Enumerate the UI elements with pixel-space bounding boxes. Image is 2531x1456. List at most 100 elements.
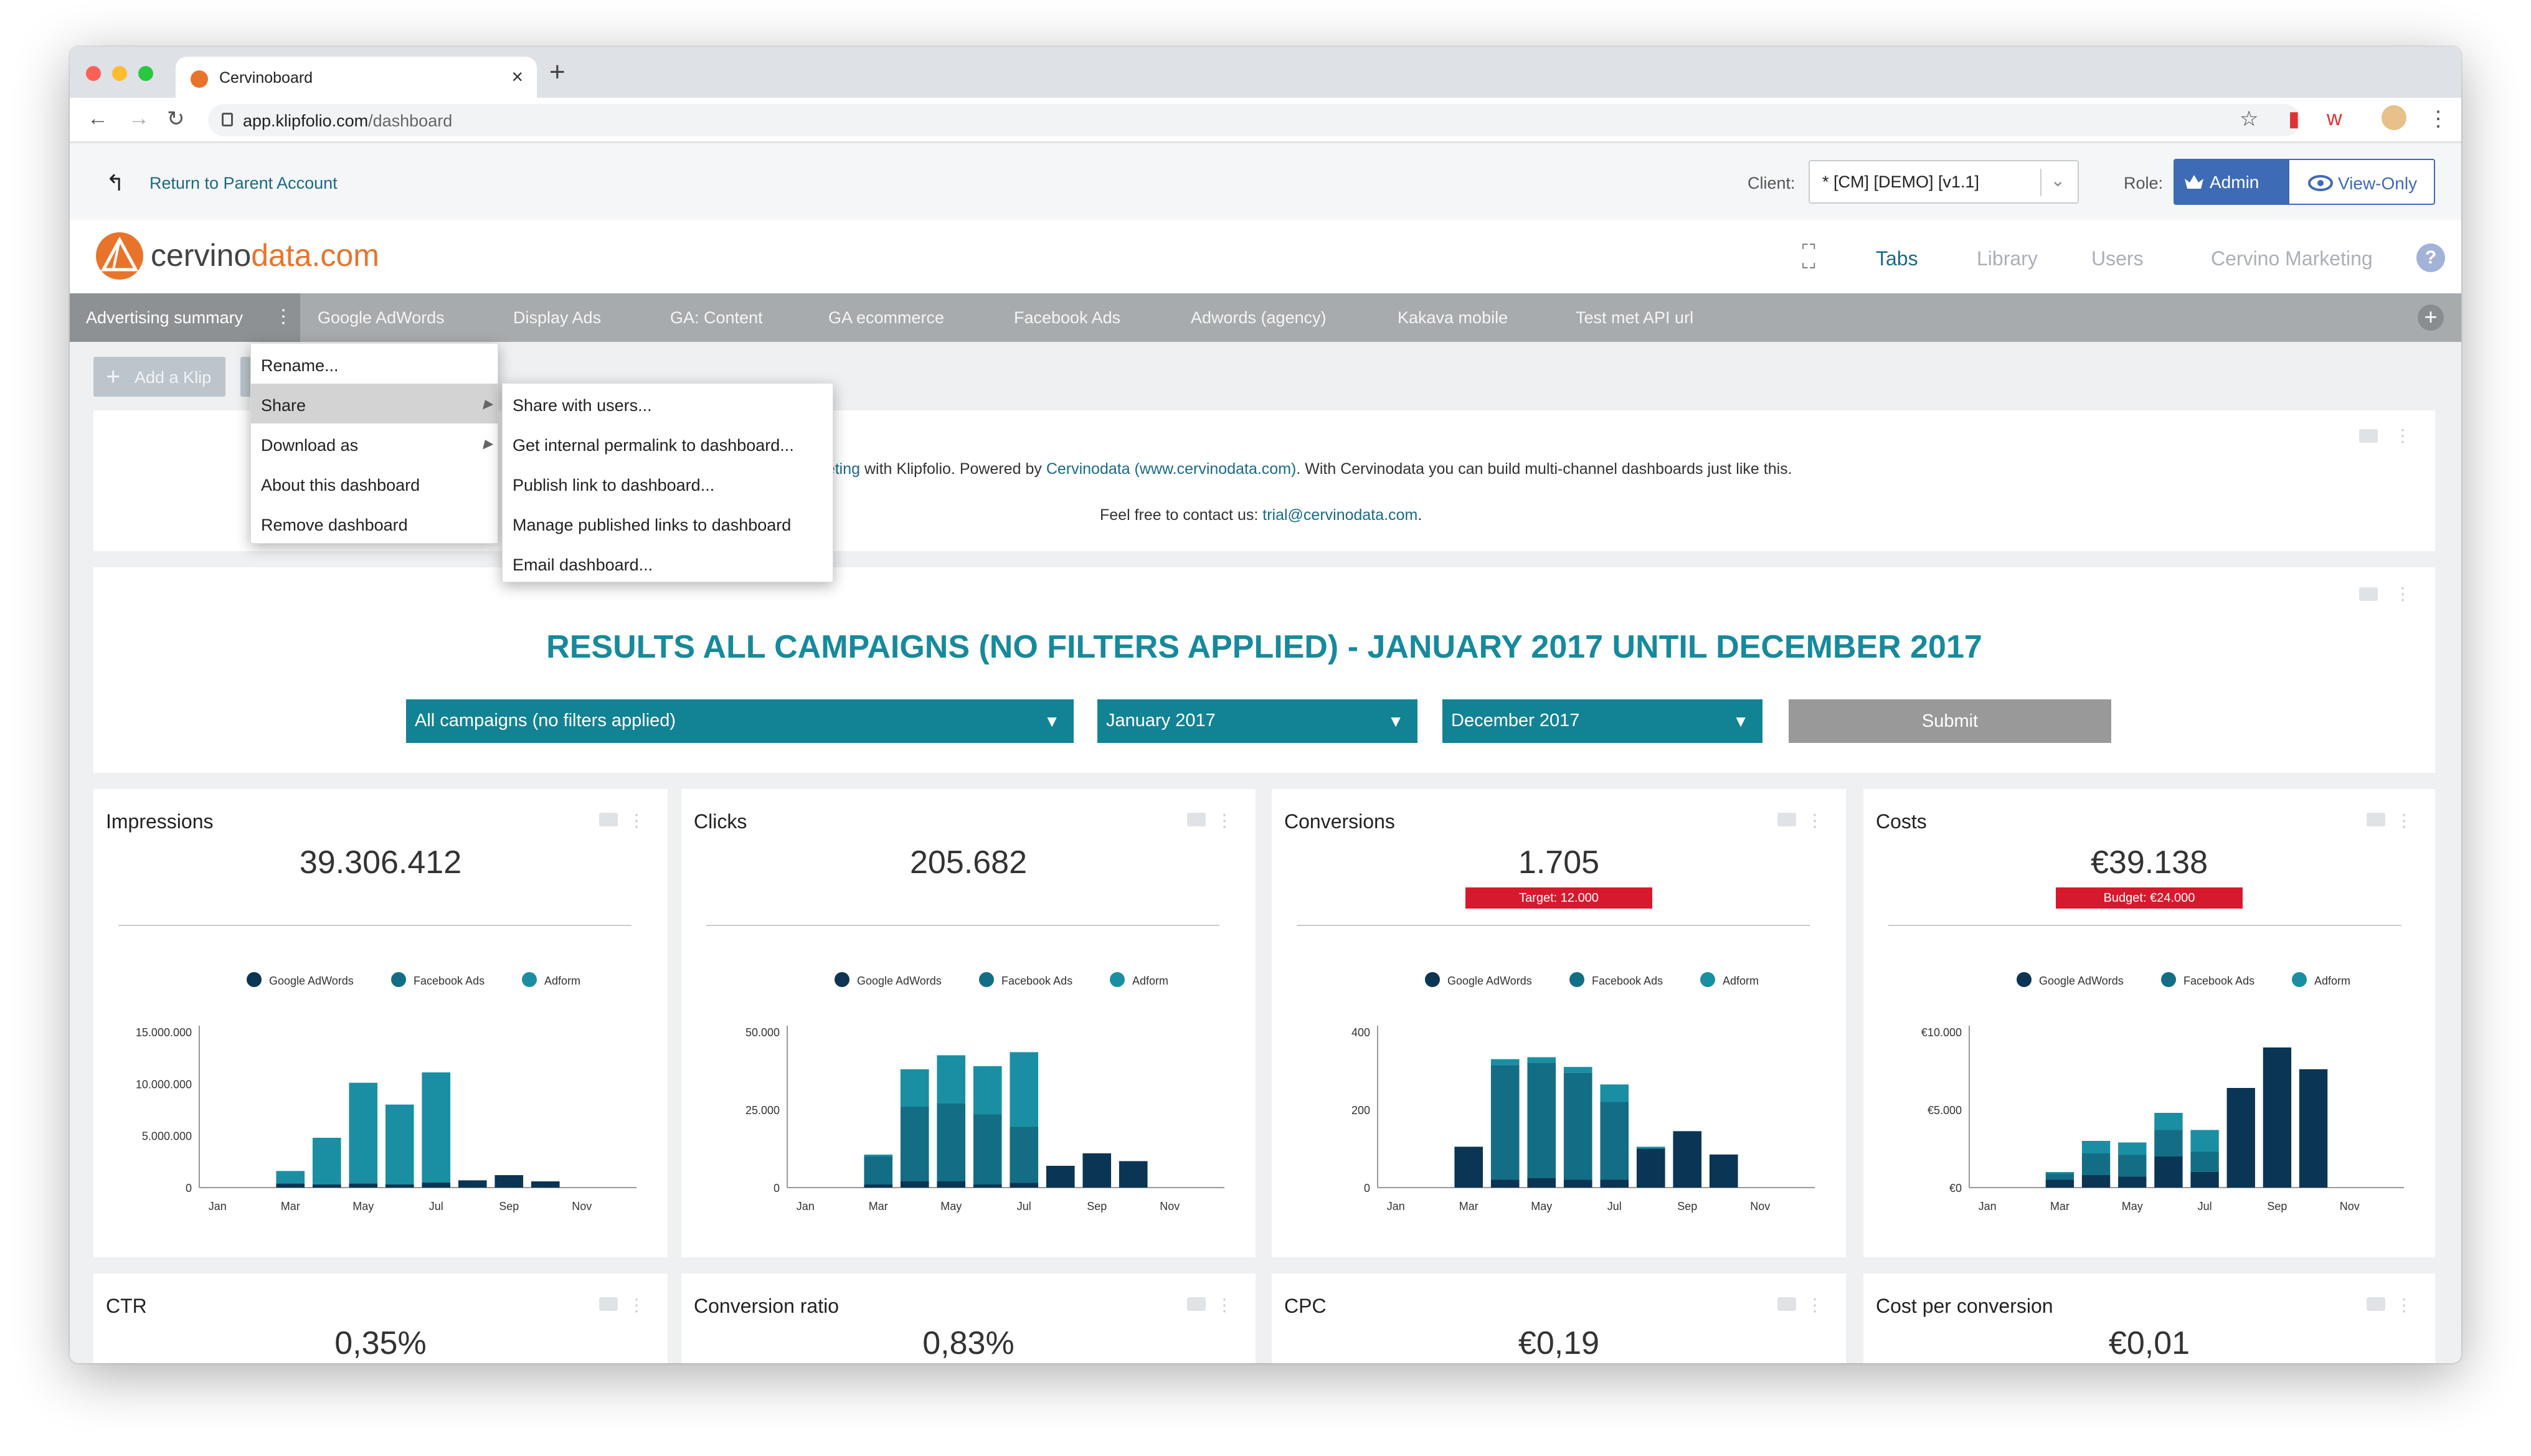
- browser-menu-icon[interactable]: ⋮: [2428, 107, 2449, 131]
- to-month-select[interactable]: December 2017 ▼: [1442, 699, 1762, 743]
- close-tab-icon[interactable]: ×: [511, 65, 523, 88]
- close-window-icon[interactable]: [86, 66, 101, 81]
- submenu-manage-links[interactable]: Manage published links to dashboard: [503, 503, 833, 543]
- x-tick-label: Mar: [1459, 1200, 1478, 1213]
- klip-menu-icon[interactable]: ⋮: [628, 811, 645, 830]
- tab-display-ads[interactable]: Display Ads: [513, 308, 602, 327]
- bar-facebook-ads: [1010, 1127, 1039, 1183]
- nav-users[interactable]: Users: [2091, 247, 2144, 270]
- cervinodata-link[interactable]: Cervinodata (www.cervinodata.com): [1046, 460, 1297, 478]
- nav-cervino-marketing[interactable]: Cervino Marketing: [2211, 247, 2373, 270]
- klip-menu-icon[interactable]: ⋮: [2395, 811, 2413, 830]
- y-tick-label: 200: [1351, 1104, 1370, 1117]
- submenu-internal-permalink[interactable]: Get internal permalink to dashboard...: [503, 423, 833, 463]
- menu-share[interactable]: Share ▶: [251, 384, 498, 423]
- minimize-window-icon[interactable]: [112, 66, 127, 81]
- add-klip-label: Add a Klip: [135, 368, 212, 387]
- nav-library[interactable]: Library: [1977, 247, 2038, 270]
- klip-menu-icon[interactable]: ⋮: [2394, 584, 2411, 603]
- viewonly-role-button[interactable]: View-Only: [2288, 159, 2435, 205]
- submenu-share-with-users[interactable]: Share with users...: [503, 384, 833, 423]
- klip-menu-icon[interactable]: ⋮: [628, 1295, 645, 1315]
- add-tab-icon[interactable]: +: [2418, 305, 2444, 331]
- tab-google-adwords[interactable]: Google AdWords: [318, 308, 445, 327]
- menu-download-as[interactable]: Download as ▶: [251, 423, 498, 463]
- tab-adwords-agency[interactable]: Adwords (agency): [1191, 308, 1327, 327]
- klip-menu-icon[interactable]: ⋮: [2394, 426, 2411, 445]
- comment-icon[interactable]: [1777, 813, 1796, 826]
- extension-w-icon[interactable]: w: [2327, 106, 2342, 130]
- lock-icon: [222, 113, 233, 126]
- comment-icon[interactable]: [2359, 429, 2378, 443]
- comment-icon[interactable]: [1187, 813, 1206, 826]
- bar-chart: Google AdWords Facebook Ads Adform €0 €5.000…: [1921, 972, 2404, 1213]
- comment-icon[interactable]: [2367, 813, 2385, 826]
- forward-icon[interactable]: →: [128, 106, 149, 130]
- url-domain: app.klipfolio.com: [243, 111, 369, 130]
- tab-ga-content[interactable]: GA: Content: [670, 308, 763, 327]
- menu-rename[interactable]: Rename...: [251, 344, 498, 384]
- klip-menu-icon[interactable]: ⋮: [1806, 1295, 1824, 1315]
- address-bar[interactable]: app.klipfolio.com/dashboard: [208, 104, 2301, 136]
- tab-advertising-summary[interactable]: Advertising summary ⋮: [70, 293, 300, 342]
- return-parent-link[interactable]: Return to Parent Account: [149, 174, 338, 192]
- new-tab-icon[interactable]: +: [549, 57, 565, 87]
- client-select[interactable]: * [CM] [DEMO] [v1.1] ⌄: [1809, 160, 2079, 204]
- bar-google-adwords: [2154, 1156, 2183, 1188]
- profile-avatar-icon[interactable]: [2382, 105, 2406, 130]
- tab-options-icon[interactable]: ⋮: [274, 306, 293, 327]
- browser-tab[interactable]: Cervinoboard ×: [176, 57, 537, 98]
- reload-icon[interactable]: ↻: [167, 107, 185, 131]
- menu-about-dashboard[interactable]: About this dashboard: [251, 463, 498, 503]
- nav-tabs[interactable]: Tabs: [1876, 247, 1918, 270]
- bar-chart: Google AdWords Facebook Ads Adform 0 5.000.0…: [136, 972, 636, 1213]
- klip-menu-icon[interactable]: ⋮: [1216, 811, 1233, 830]
- extension-icon[interactable]: ▮: [2288, 107, 2300, 131]
- help-icon[interactable]: ?: [2416, 243, 2445, 272]
- admin-label: Admin: [2210, 173, 2259, 192]
- comment-icon[interactable]: [1187, 1297, 1206, 1311]
- comment-icon[interactable]: [599, 1297, 618, 1311]
- comment-icon[interactable]: [2359, 587, 2378, 601]
- fullscreen-icon[interactable]: ⌜⌝ ⌞⌟: [1801, 241, 1817, 271]
- bar-adform: [1600, 1084, 1629, 1102]
- brand-name: cervinodata.com: [151, 237, 379, 273]
- bar-adform: [973, 1066, 1002, 1115]
- tab-kakava-mobile[interactable]: Kakava mobile: [1398, 308, 1508, 327]
- comment-icon[interactable]: [599, 813, 618, 826]
- back-icon[interactable]: ←: [87, 106, 108, 130]
- menu-item-label: Get internal permalink to dashboard...: [513, 436, 794, 455]
- bar-google-adwords: [531, 1181, 560, 1188]
- from-month-select[interactable]: January 2017 ▼: [1097, 699, 1417, 743]
- bar-facebook-ads: [1527, 1063, 1556, 1178]
- add-klip-button[interactable]: + Add a Klip: [93, 357, 225, 397]
- klip-value: €0,01: [2108, 1325, 2190, 1361]
- submenu-email-dashboard[interactable]: Email dashboard...: [503, 543, 833, 583]
- submit-button[interactable]: Submit: [1789, 699, 2111, 743]
- tab-facebook-ads[interactable]: Facebook Ads: [1014, 308, 1121, 327]
- bar-adform: [1527, 1057, 1556, 1063]
- contact-email-link[interactable]: trial@cervinodata.com: [1262, 506, 1418, 524]
- legend-label: Adform: [544, 975, 580, 987]
- brand-part-b: data.com: [251, 238, 379, 273]
- tab-ga-ecommerce[interactable]: GA ecommerce: [828, 308, 945, 327]
- submenu-publish-link[interactable]: Publish link to dashboard...: [503, 463, 833, 503]
- campaign-select[interactable]: All campaigns (no filters applied) ▼: [406, 699, 1074, 743]
- bar-facebook-ads: [2118, 1155, 2147, 1177]
- bar-adform: [276, 1171, 305, 1184]
- bookmark-star-icon[interactable]: ☆: [2240, 107, 2259, 131]
- klip-menu-icon[interactable]: ⋮: [2395, 1295, 2413, 1315]
- bar-google-adwords: [1119, 1161, 1148, 1188]
- klip-menu-icon[interactable]: ⋮: [1216, 1295, 1233, 1315]
- maximize-window-icon[interactable]: [138, 66, 153, 81]
- admin-role-button[interactable]: Admin: [2174, 159, 2288, 205]
- return-arrow-icon[interactable]: ↰: [106, 170, 125, 196]
- comment-icon[interactable]: [1777, 1297, 1796, 1311]
- comment-icon[interactable]: [2367, 1297, 2385, 1311]
- info-text-2: . With Cervinodata you can build multi-c…: [1296, 460, 1792, 478]
- cervinodata-logo-icon[interactable]: [95, 231, 144, 281]
- bar-facebook-ads: [2081, 1153, 2111, 1175]
- klip-menu-icon[interactable]: ⋮: [1806, 811, 1824, 830]
- menu-remove-dashboard[interactable]: Remove dashboard: [251, 503, 498, 543]
- tab-test-api[interactable]: Test met API url: [1576, 308, 1694, 327]
